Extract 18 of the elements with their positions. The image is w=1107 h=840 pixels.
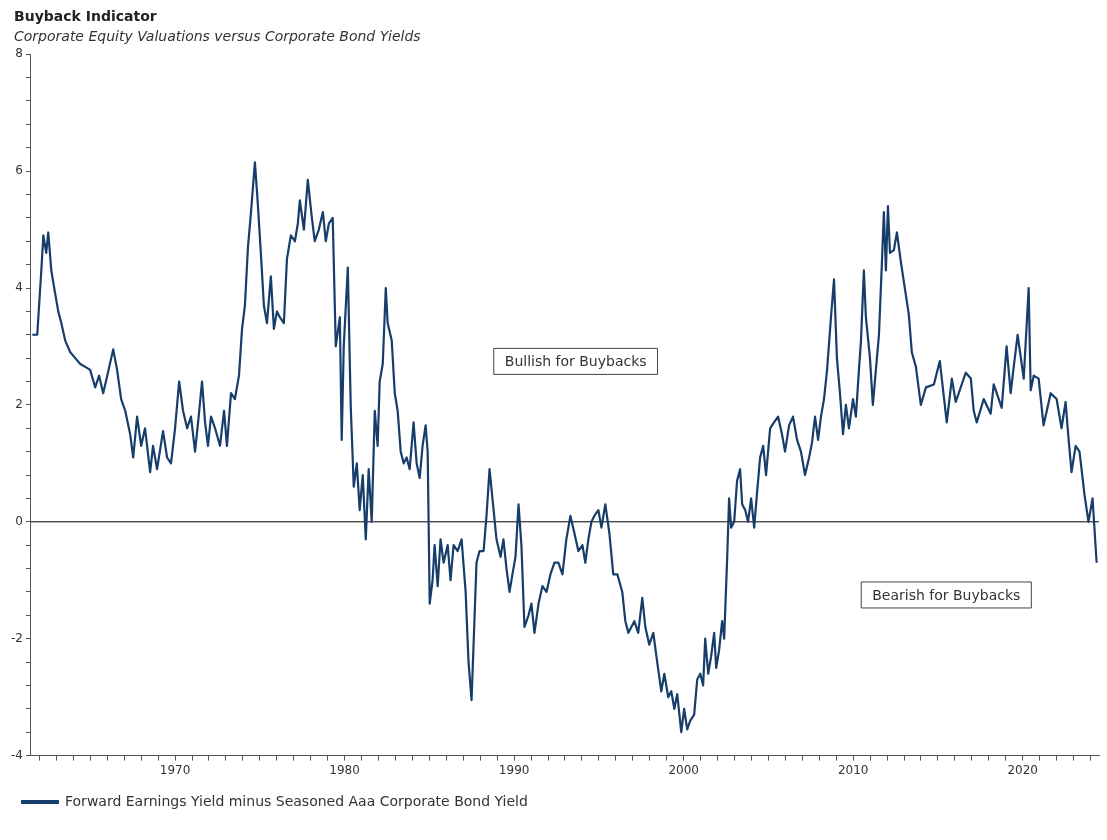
x-tick-label: 2020 (1007, 762, 1038, 777)
y-tick-label: 0 (15, 513, 23, 528)
x-tick-label: 1990 (498, 762, 530, 777)
chart-title: Buyback Indicator (14, 8, 158, 24)
legend-label: Forward Earnings Yield minus Seasoned Aaa Corporate Bond Yield (65, 792, 528, 809)
y-tick-label: -4 (11, 747, 23, 762)
y-tick-label: 6 (15, 163, 23, 178)
x-tick-label: 2010 (837, 762, 869, 777)
annotation: Bearish for Buybacks (872, 586, 1021, 603)
annotation: Bullish for Buybacks (504, 353, 647, 370)
y-tick-label: 8 (15, 46, 23, 61)
chart-subtitle: Corporate Equity Valuations versus Corporate Bond Yields (14, 28, 422, 44)
x-tick-label: 2000 (668, 762, 699, 777)
y-tick-label: 2 (15, 397, 23, 412)
x-tick-label: 1970 (159, 762, 191, 777)
x-tick-label: 1980 (329, 762, 360, 777)
y-tick-label: -2 (11, 630, 23, 645)
y-tick-label: 4 (15, 280, 23, 295)
